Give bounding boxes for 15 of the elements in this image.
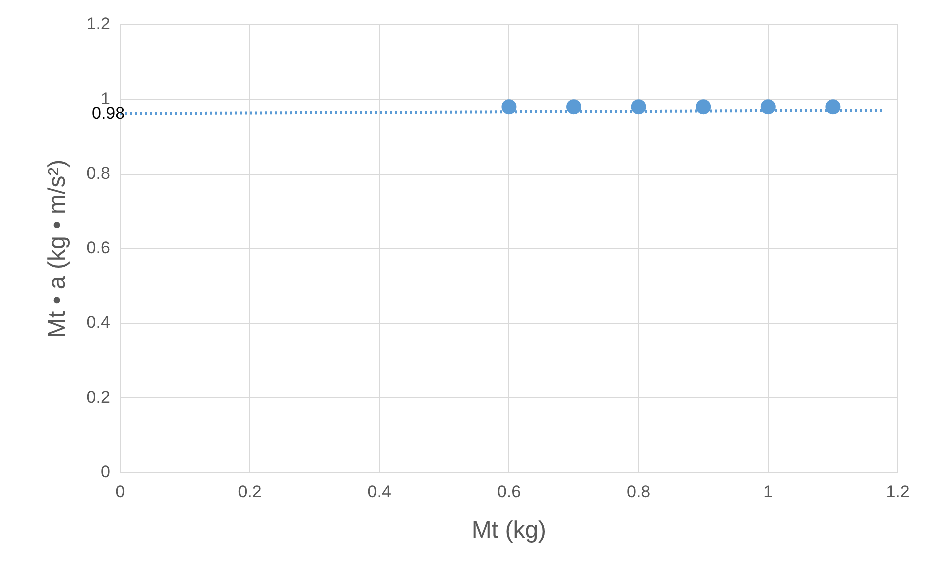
- x-tick-label: 1: [764, 482, 774, 502]
- y-tick-label: 0.2: [86, 388, 110, 407]
- x-tick-label: 0: [116, 482, 126, 502]
- y-tick-label: 0.8: [86, 164, 110, 183]
- y-axis-title: Mt • a (kg • m/s²): [44, 160, 72, 338]
- y-tick-label: 1.2: [86, 14, 110, 34]
- x-axis-title: Mt (kg): [472, 517, 547, 544]
- x-tick-label: 0.2: [238, 482, 262, 502]
- y-tick-label: 0: [100, 462, 110, 482]
- x-tick-label: 0.8: [626, 482, 651, 502]
- x-tick-label: 1.2: [886, 482, 910, 502]
- x-tick-label: 0.6: [497, 482, 522, 502]
- x-tick-label: 0.4: [368, 482, 392, 502]
- y-tick-label: 0.4: [86, 313, 110, 332]
- y-tick-label: 0.6: [86, 238, 110, 258]
